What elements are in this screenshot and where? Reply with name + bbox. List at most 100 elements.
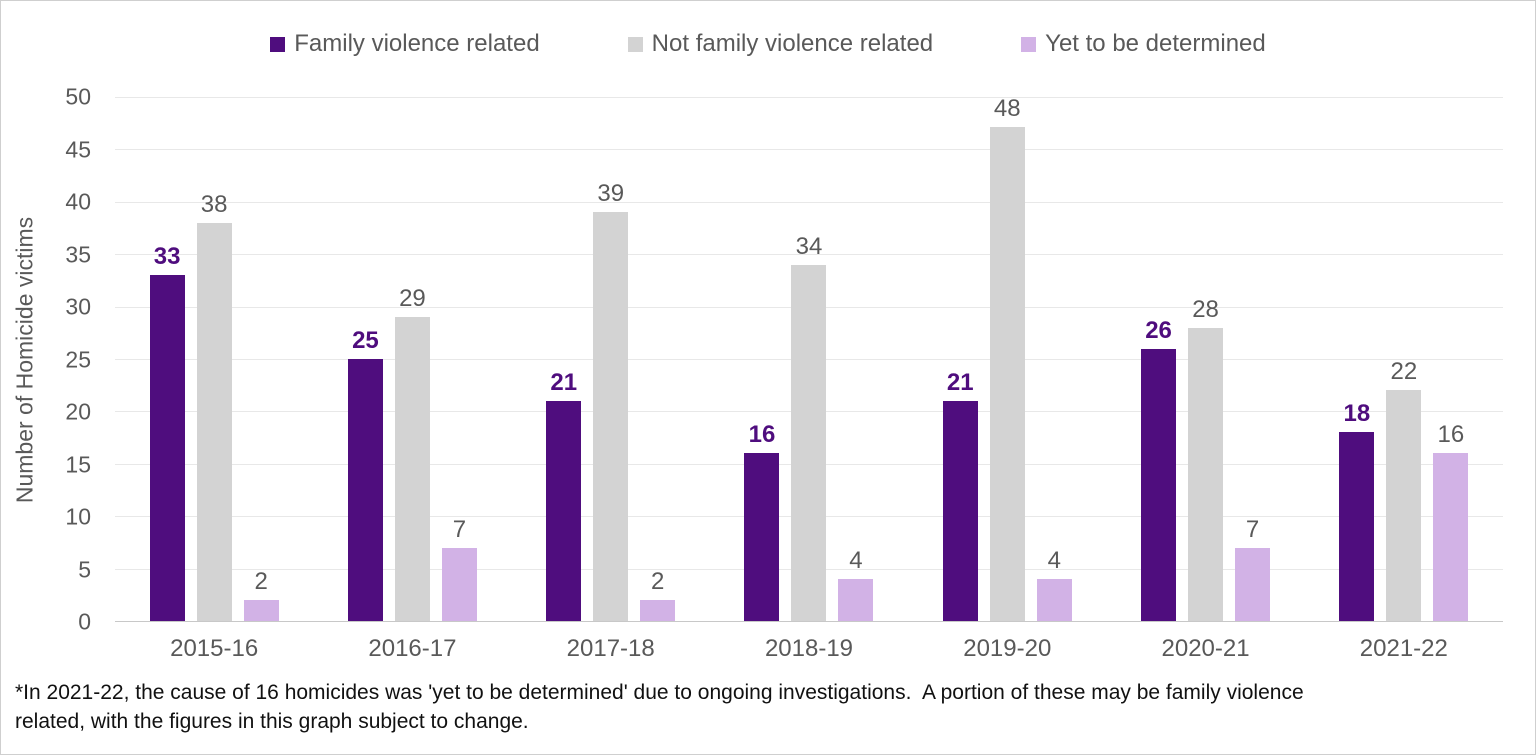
legend-label: Yet to be determined bbox=[1045, 30, 1266, 57]
y-tick-label: 20 bbox=[65, 398, 91, 425]
y-tick-label: 45 bbox=[65, 136, 91, 162]
x-axis-category-label: 2015-16 bbox=[170, 635, 259, 662]
bar bbox=[1339, 432, 1375, 621]
bar bbox=[149, 275, 185, 621]
legend-item: Yet to be determined bbox=[1021, 30, 1266, 58]
bar-wrap: 4 bbox=[838, 97, 874, 621]
bar-value-label: 2 bbox=[254, 568, 268, 596]
bar-wrap: 7 bbox=[441, 97, 477, 621]
plot-area: 33 38 2 25 29 7 21 39 2 16 34 4 21 48 4 26 28 7 18 22 16 bbox=[115, 97, 1503, 622]
legend-label: Family violence related bbox=[294, 30, 540, 57]
x-axis-labels: 2015-16 2016-17 2017-18 2018-19 2019-20 2020-… bbox=[115, 622, 1503, 663]
bar bbox=[1188, 327, 1224, 621]
bar bbox=[1141, 348, 1177, 621]
y-tick-label: 5 bbox=[78, 556, 91, 582]
y-tick-label: 0 bbox=[78, 608, 91, 635]
y-tick-label: 40 bbox=[65, 188, 91, 215]
bar-wrap: 18 bbox=[1339, 97, 1375, 621]
bar-value-label: 34 bbox=[795, 232, 823, 260]
y-axis-title: Number of Homicide victims bbox=[11, 216, 38, 503]
legend-item: Not family violence related bbox=[627, 30, 934, 58]
bar-group: 21 39 2 bbox=[512, 97, 710, 621]
bar bbox=[593, 212, 629, 621]
bar bbox=[1433, 453, 1469, 621]
y-tick-label: 25 bbox=[65, 346, 91, 372]
bar-value-label: 25 bbox=[352, 327, 379, 354]
bar bbox=[989, 127, 1025, 621]
bar-wrap: 28 bbox=[1188, 97, 1224, 621]
bar-wrap: 34 bbox=[791, 97, 827, 621]
bar-value-label: 33 bbox=[153, 243, 181, 271]
bar-value-label: 4 bbox=[1047, 547, 1061, 575]
bar-wrap: 16 bbox=[744, 97, 780, 621]
bar-group: 33 38 2 bbox=[115, 97, 313, 621]
x-axis-category-label: 2016-17 bbox=[368, 635, 457, 662]
bar-wrap: 33 bbox=[149, 97, 185, 621]
bar-value-label: 48 bbox=[993, 95, 1021, 122]
bar-groups: 33 38 2 25 29 7 21 39 2 16 34 4 21 48 4 26 28 7 18 22 16 bbox=[115, 97, 1503, 621]
gridline bbox=[115, 149, 1503, 151]
bar-value-label: 2 bbox=[651, 568, 665, 596]
bar-wrap: 29 bbox=[394, 97, 430, 621]
bar bbox=[942, 400, 978, 621]
chart-legend: Family violence related Not family violen… bbox=[1, 29, 1535, 59]
bar-wrap: 39 bbox=[593, 97, 629, 621]
gridline bbox=[115, 97, 1503, 98]
bar-wrap: 21 bbox=[942, 97, 978, 621]
bar-wrap: 21 bbox=[546, 97, 582, 621]
x-axis-category-label: 2017-18 bbox=[566, 635, 655, 662]
x-axis-category-label: 2018-19 bbox=[764, 635, 854, 662]
y-axis-ticks: 0 5 10 15 20 25 30 35 40 45 50 bbox=[49, 85, 115, 633]
bar-value-label: 7 bbox=[452, 515, 467, 543]
gridline bbox=[115, 201, 1503, 203]
bar-value-label: 18 bbox=[1343, 400, 1371, 428]
bar-value-label: 16 bbox=[748, 421, 776, 449]
bar-value-label: 4 bbox=[849, 547, 863, 575]
bar bbox=[347, 359, 383, 621]
bar-wrap: 16 bbox=[1433, 97, 1469, 621]
bar-value-label: 26 bbox=[1145, 316, 1172, 344]
y-tick-label: 50 bbox=[65, 83, 91, 110]
bar-wrap: 22 bbox=[1386, 97, 1422, 621]
y-tick-label: 35 bbox=[65, 241, 91, 267]
bar-wrap: 7 bbox=[1235, 97, 1271, 621]
legend-swatch-icon bbox=[1021, 36, 1037, 52]
legend-item: Family violence related bbox=[270, 30, 540, 58]
x-axis-category-label: 2021-22 bbox=[1359, 635, 1448, 662]
bar-group: 26 28 7 bbox=[1106, 97, 1304, 621]
bar bbox=[243, 600, 279, 621]
legend-label: Not family violence related bbox=[651, 30, 934, 57]
bar-value-label: 7 bbox=[1245, 515, 1260, 543]
y-tick-label: 30 bbox=[65, 293, 91, 320]
bar-value-label: 22 bbox=[1390, 358, 1418, 386]
bar bbox=[196, 222, 232, 621]
bar-wrap: 25 bbox=[347, 97, 383, 621]
bar-value-label: 16 bbox=[1437, 421, 1465, 449]
bar bbox=[744, 453, 780, 621]
bar-wrap: 2 bbox=[640, 97, 676, 621]
bar-value-label: 38 bbox=[200, 190, 228, 218]
legend-swatch-icon bbox=[270, 36, 286, 52]
chart-grid: Number of Homicide victims 0 5 10 15 20 25 30 3… bbox=[1, 85, 1503, 663]
bar-group: 25 29 7 bbox=[313, 97, 511, 621]
legend-swatch-icon bbox=[627, 36, 643, 52]
bar bbox=[1386, 390, 1422, 621]
bar-value-label: 28 bbox=[1192, 295, 1219, 323]
x-axis-category-label: 2020-21 bbox=[1161, 635, 1250, 662]
bar-group: 18 22 16 bbox=[1305, 97, 1503, 621]
y-tick-label: 15 bbox=[65, 451, 91, 477]
bar bbox=[546, 400, 582, 621]
y-tick-label: 10 bbox=[65, 503, 91, 530]
gridline bbox=[115, 254, 1503, 256]
chart-footnote: *In 2021-22, the cause of 16 homicides w… bbox=[15, 681, 1310, 733]
bar bbox=[441, 547, 477, 621]
bar-value-label: 21 bbox=[550, 368, 578, 396]
bar-wrap: 48 bbox=[989, 95, 1025, 621]
bar-wrap: 2 bbox=[243, 97, 279, 621]
bar-value-label: 29 bbox=[399, 285, 426, 313]
bar bbox=[640, 600, 676, 621]
bar bbox=[791, 264, 827, 621]
bar-wrap: 26 bbox=[1141, 97, 1177, 621]
bar bbox=[394, 317, 430, 621]
